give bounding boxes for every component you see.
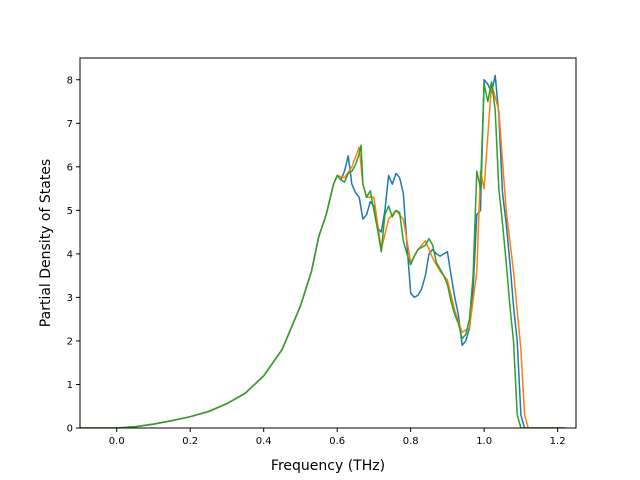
- plot-area: [79, 57, 577, 429]
- series-line-green: [80, 81, 565, 428]
- x-tick-label: 0.4: [256, 436, 272, 447]
- y-tick-label: 3: [67, 293, 73, 304]
- y-axis-ticks: 0 1 2 3 4 5 6 7 8: [67, 75, 80, 435]
- x-tick-label: 0.2: [182, 436, 198, 447]
- x-tick-label: 0.8: [403, 436, 419, 447]
- x-tick-label: 0.0: [109, 436, 125, 447]
- y-tick-label: 7: [67, 119, 73, 130]
- y-axis-title: Partial Density of States: [38, 159, 54, 327]
- x-tick-label: 1.2: [550, 436, 566, 447]
- y-tick-label: 4: [67, 249, 73, 260]
- y-tick-label: 6: [67, 162, 73, 173]
- x-tick-label: 1.0: [476, 436, 492, 447]
- y-tick-label: 1: [67, 380, 73, 391]
- y-tick-label: 5: [67, 206, 73, 217]
- y-tick-label: 8: [67, 75, 73, 86]
- x-axis-title: Frequency (THz): [271, 458, 385, 474]
- axes-frame: [79, 57, 577, 429]
- series-layer: [80, 74, 565, 428]
- y-tick-label: 0: [67, 424, 73, 435]
- y-tick-label: 2: [67, 336, 73, 347]
- x-axis-ticks: 0.0 0.2 0.4 0.6 0.8 1.0 1.2: [109, 428, 566, 447]
- x-tick-label: 0.6: [329, 436, 345, 447]
